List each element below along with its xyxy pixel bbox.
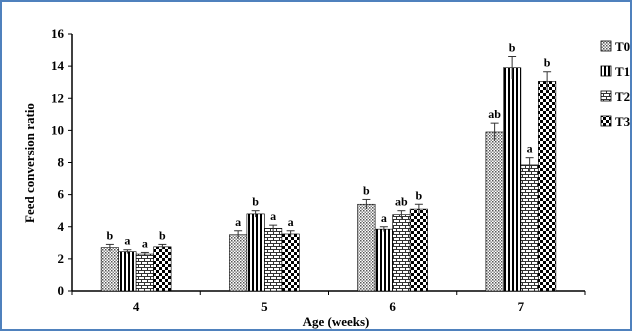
y-tick-label: 16 [51, 26, 65, 41]
legend-label-t2: T2 [615, 89, 630, 104]
legend-label-t1: T1 [615, 64, 630, 79]
significance-label: a [527, 142, 533, 156]
bar-t3-week-4 [153, 246, 172, 292]
significance-label: b [544, 56, 551, 70]
x-tick-label: 4 [133, 299, 140, 314]
x-tick-label: 6 [389, 299, 396, 314]
significance-label: b [416, 188, 423, 202]
bar-t2-week-4 [135, 253, 154, 292]
bar-t1-week-7 [503, 67, 522, 292]
bar-t0-week-5 [229, 234, 248, 292]
significance-label: b [363, 183, 370, 197]
bar-t2-week-5 [264, 228, 283, 292]
legend: T0 T1 T2 T3 [600, 39, 631, 129]
significance-label: ab [395, 195, 408, 209]
bar-t1-week-5 [246, 213, 265, 292]
bar-t0-week-6 [357, 203, 376, 292]
bar-t2-week-6 [392, 214, 411, 292]
bar-t2-week-7 [520, 164, 539, 292]
legend-label-t3: T3 [615, 114, 631, 129]
significance-label: b [252, 195, 259, 209]
significance-label: a [142, 236, 148, 250]
significance-label: b [509, 40, 516, 54]
y-tick-label: 6 [58, 187, 65, 202]
significance-label: b [107, 228, 114, 242]
legend-swatch-t1 [600, 65, 612, 77]
y-tick-label: 8 [58, 155, 65, 170]
x-axis-title: Age (weeks) [303, 314, 370, 329]
y-tick-label: 4 [58, 219, 65, 234]
y-tick-label: 0 [58, 283, 65, 298]
significance-label: ab [488, 107, 501, 121]
significance-label: a [235, 215, 241, 229]
y-axis-title: Feed conversion ratio [22, 103, 37, 223]
bar-t0-week-4 [100, 247, 119, 292]
legend-swatch-t3 [600, 115, 612, 127]
x-tick-label: 7 [518, 299, 525, 314]
significance-label: a [288, 215, 294, 229]
legend-label-t0: T0 [615, 39, 630, 54]
bar-t3-week-6 [409, 208, 428, 292]
y-axis: 0 2 4 6 8 10 12 14 16 [51, 26, 73, 298]
y-tick-label: 2 [58, 251, 65, 266]
x-axis: 4 5 6 7 [71, 290, 586, 314]
bar-t1-week-4 [118, 251, 137, 292]
bar-t3-week-7 [538, 81, 557, 292]
significance-label: b [159, 228, 166, 242]
y-tick-label: 14 [51, 58, 65, 73]
legend-swatch-t2 [600, 90, 612, 102]
bar-t0-week-7 [485, 131, 504, 292]
significance-label: a [381, 211, 387, 225]
legend-swatch-t0 [600, 40, 612, 52]
significance-label: a [270, 209, 276, 223]
significance-label: a [124, 234, 130, 248]
y-tick-label: 12 [51, 90, 64, 105]
bar-t1-week-6 [374, 228, 393, 292]
x-tick-label: 5 [261, 299, 268, 314]
bar-t3-week-5 [281, 233, 300, 292]
y-tick-label: 10 [51, 122, 64, 137]
